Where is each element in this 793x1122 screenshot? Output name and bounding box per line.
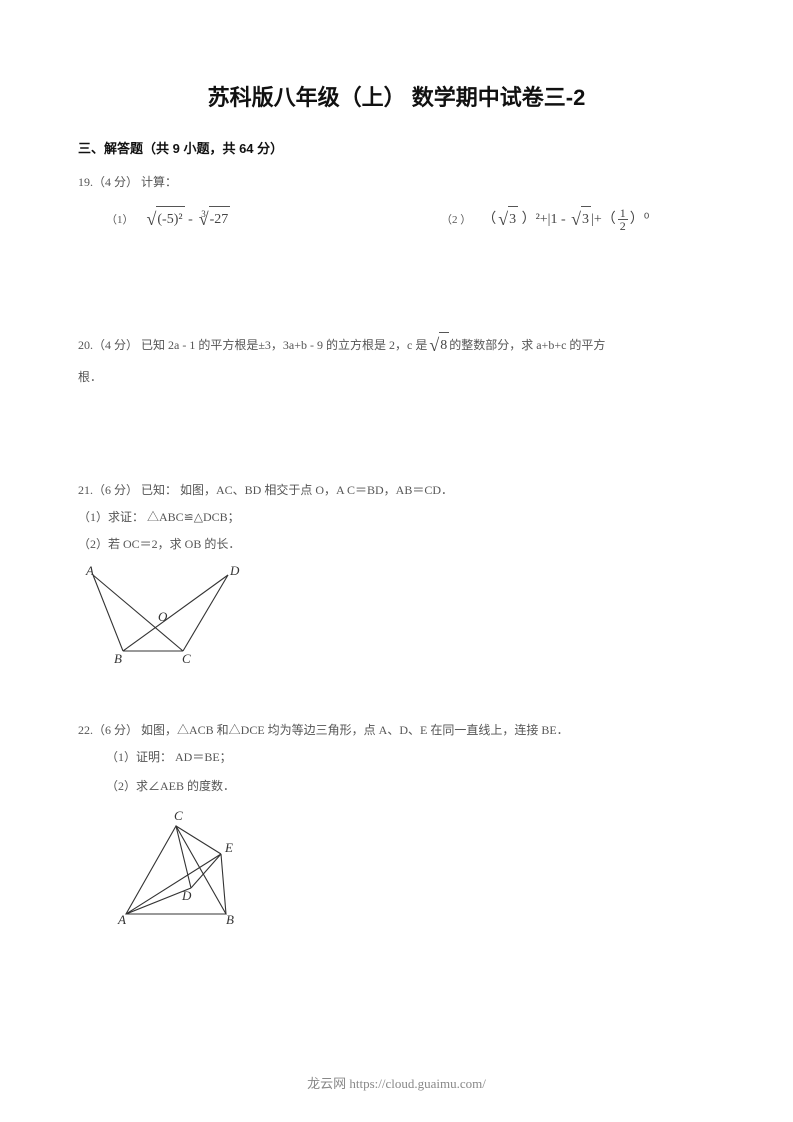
q22-figure: C E D A B [106, 806, 715, 926]
spacer [78, 671, 715, 719]
q19-p1-cubebody: -27 [209, 206, 231, 234]
q19-p2-end: ）⁰ [630, 212, 650, 227]
q19-p1-expr: √(-5)² - 3√-27 [145, 212, 231, 227]
sqrt3a-icon: √3 [496, 202, 518, 236]
q22-svg: C E D A B [106, 806, 266, 926]
label-C: C [174, 808, 183, 823]
q21-figure: A D B C O [78, 563, 715, 663]
label-E: E [224, 840, 233, 855]
q21-head: 21.（6 分） 已知： 如图，AC、BD 相交于点 O，A C＝BD，AB＝C… [78, 479, 715, 502]
q19-p2-tail: |+（ [591, 212, 616, 227]
q21-svg: A D B C O [78, 563, 258, 663]
page-title: 苏科版八年级（上） 数学期中试卷三-2 [78, 80, 715, 112]
q20-text-b: 的整数部分，求 a+b+c 的平方 [449, 338, 605, 352]
frac-num: 1 [618, 207, 628, 219]
q20-rad8: 8 [439, 332, 449, 360]
sqrt-icon: √(-5)² [145, 202, 185, 236]
cuberoot-icon: √-27 [197, 202, 231, 236]
label-A: A [117, 912, 126, 926]
q20-line2: 根． [78, 366, 715, 389]
q19-p1-label: （1） [106, 214, 134, 226]
q19-p2-label: （2 ） [441, 214, 471, 226]
q22-sub2: （2）求∠AEB 的度数． [106, 775, 715, 798]
q20-line1: 20.（4 分） 已知 2a - 1 的平方根是±3，3a+b - 9 的立方根… [78, 328, 715, 362]
label-D: D [181, 888, 192, 903]
label-B: B [226, 912, 234, 926]
q19-p1-radicand: (-5)² [156, 206, 184, 234]
q19-p2-r3a: 3 [508, 206, 518, 234]
q22-head: 22.（6 分） 如图，△ACB 和△DCE 均为等边三角形，点 A、D、E 在… [78, 719, 715, 742]
label-B: B [114, 651, 122, 663]
sqrt3b-icon: √3 [569, 202, 591, 236]
q19-p2-expr: （√3 ）²+|1 - √3|+（12）⁰ [482, 212, 649, 227]
label-D: D [229, 563, 240, 578]
q19-p2-frac: 12 [618, 207, 628, 232]
spacer [78, 393, 715, 479]
q21-sub2: （2）若 OC＝2，求 OB 的长． [78, 533, 715, 556]
q19-part2: （2 ） （√3 ）²+|1 - √3|+（12）⁰ [441, 202, 715, 236]
section-heading: 三、解答题（共 9 小题，共 64 分） [78, 138, 715, 157]
q19-p2-r3b: 3 [581, 206, 591, 234]
q22-sub1: （1）证明： AD＝BE； [106, 746, 715, 769]
label-O: O [158, 609, 168, 624]
q19-head: 19.（4 分） 计算： [78, 171, 715, 194]
spacer [78, 258, 715, 328]
sqrt8-icon: √8 [427, 328, 449, 362]
page-footer: 龙云网 https://cloud.guaimu.com/ [0, 1073, 793, 1092]
page-root: 苏科版八年级（上） 数学期中试卷三-2 三、解答题（共 9 小题，共 64 分）… [0, 0, 793, 1122]
label-A: A [85, 563, 94, 578]
q19-p2-mid1: ）²+|1 - [518, 212, 569, 227]
q20-text-a: 20.（4 分） 已知 2a - 1 的平方根是±3，3a+b - 9 的立方根… [78, 338, 427, 352]
frac-den: 2 [618, 219, 628, 232]
q19-p1-minus: - [188, 212, 196, 227]
q21-sub1: （1）求证： △ABC≌△DCB； [78, 506, 715, 529]
q19-subparts: （1） √(-5)² - 3√-27 （2 ） （√3 ）²+|1 - √3|+… [78, 202, 715, 240]
label-C: C [182, 651, 191, 663]
q22-lines [126, 826, 226, 914]
q19-part1: （1） √(-5)² - 3√-27 [78, 202, 441, 236]
